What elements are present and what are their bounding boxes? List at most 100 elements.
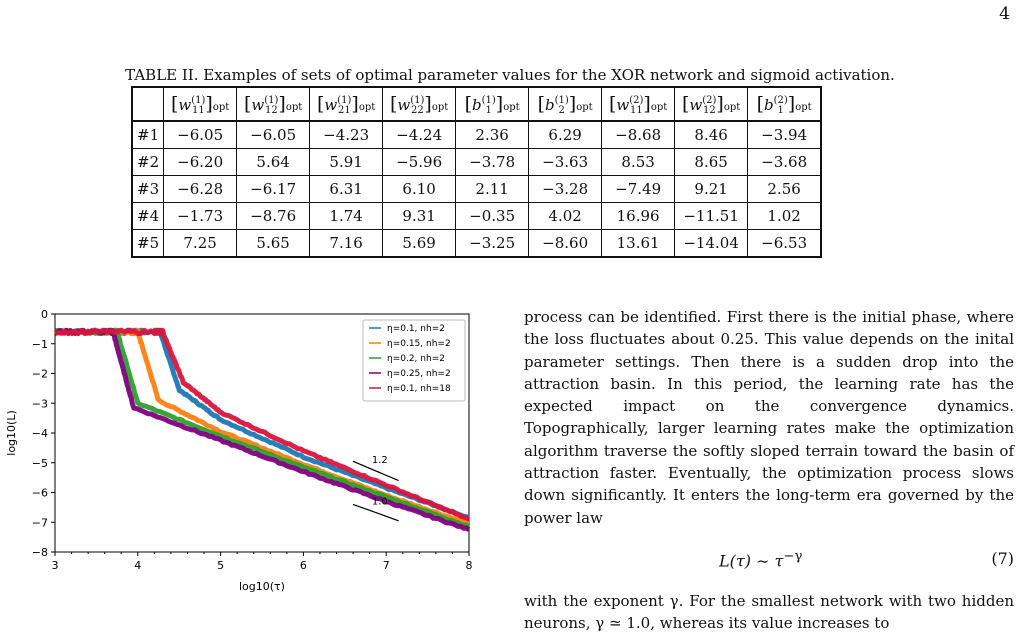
table-cell: 8.65 (674, 148, 749, 176)
row-label: #4 (131, 202, 165, 230)
table-cell: 7.16 (309, 229, 384, 258)
table-cell: 8.53 (601, 148, 676, 176)
col-header: [w (1) 11]opt (163, 86, 238, 122)
table-corner-cell (131, 86, 165, 122)
after-equation-paragraph: with the exponent γ. For the smallest ne… (524, 592, 1014, 633)
page-number: 4 (999, 4, 1010, 24)
legend-entry: η=0.1, nh=2 (387, 324, 445, 334)
table-cell: −7.49 (601, 175, 676, 203)
loss-curve-figure: 3 4 5 6 7 8 0 −1 −2 −3 −4 −5 −6 −7 −8 log10(τ) log10(L) 1… (5, 308, 473, 593)
table-cell: −6.05 (236, 120, 311, 149)
table-cell: −4.23 (309, 120, 384, 149)
table-cell: 4.02 (528, 202, 603, 230)
table-header-row: [w (1) 11]opt [w (1) 12]opt [w (1) 21]opt [w (1… (131, 86, 822, 122)
table-cell: −8.60 (528, 229, 603, 258)
parameter-table: [w (1) 11]opt [w (1) 12]opt [w (1) 21]opt [w (1… (131, 86, 823, 258)
table-cell: 2.56 (747, 175, 822, 203)
col-header: [b (1) 2]opt (528, 86, 603, 122)
legend-entry: η=0.2, nh=2 (387, 354, 445, 364)
table-cell: −3.94 (747, 120, 822, 149)
series-line-4 (54, 327, 471, 522)
table-cell: −6.20 (163, 148, 238, 176)
y-tick-label: −1 (32, 338, 48, 351)
x-tick-label: 5 (217, 559, 224, 572)
col-header: [w (1) 22]opt (382, 86, 457, 122)
table-row: #2 −6.20 5.64 5.91 −5.96 −3.78 −3.63 8.53 8.65 −3… (131, 148, 822, 176)
equation-number: (7) (991, 549, 1014, 568)
table-cell: −3.28 (528, 175, 603, 203)
table-row: #3 −6.28 −6.17 6.31 6.10 2.11 −3.28 −7.49 9.21 2.… (131, 175, 822, 203)
table-cell: 8.46 (674, 120, 749, 149)
table-cell: 5.64 (236, 148, 311, 176)
col-header: [b (1) 1]opt (455, 86, 530, 122)
plot-area: 3 4 5 6 7 8 0 −1 −2 −3 −4 −5 −6 −7 −8 log10(τ) log10(L) 1… (5, 308, 473, 593)
col-header: [w (2) 12]opt (674, 86, 749, 122)
table-row: #1 −6.05 −6.05 −4.23 −4.24 2.36 6.29 −8.68 8.46−… (131, 120, 822, 149)
legend-entry: η=0.25, nh=2 (387, 369, 451, 379)
table-cell: −6.53 (747, 229, 822, 258)
y-tick-label: −2 (32, 368, 48, 381)
table-cell: −6.28 (163, 175, 238, 203)
table-cell: −3.25 (455, 229, 530, 258)
row-label: #1 (131, 120, 165, 149)
table-row: #4 −1.73 −8.76 1.74 9.31 −0.35 4.02 16.96 −11.51… (131, 202, 822, 230)
table-cell: 16.96 (601, 202, 676, 230)
table-cell: 1.02 (747, 202, 822, 230)
y-tick-label: −7 (32, 516, 48, 529)
legend-entry: η=0.15, nh=2 (387, 339, 451, 349)
slope-reference-line (352, 503, 399, 522)
table-cell: −4.24 (382, 120, 457, 149)
table-cell: 13.61 (601, 229, 676, 258)
table-cell: 6.31 (309, 175, 384, 203)
x-tick-label: 3 (52, 559, 59, 572)
y-tick-label: −4 (32, 427, 48, 440)
col-header: [w (1) 12]opt (236, 86, 311, 122)
slope-reference-line (352, 460, 399, 482)
table-cell: −5.96 (382, 148, 457, 176)
col-header: [w (1) 21]opt (309, 86, 384, 122)
body-paragraph: process can be identified. First there i… (524, 308, 1014, 527)
legend-box (362, 319, 466, 402)
table-cell: −8.68 (601, 120, 676, 149)
table-cell: −6.05 (163, 120, 238, 149)
after-equation-text: with the exponent γ. For the smallest ne… (524, 590, 1014, 635)
y-tick-label: −3 (32, 397, 48, 410)
table-cell: 5.91 (309, 148, 384, 176)
x-axis-label: log10(τ) (239, 580, 285, 593)
slope-reference-label: 1.2 (372, 455, 388, 466)
table-cell: 2.36 (455, 120, 530, 149)
table-cell: −8.76 (236, 202, 311, 230)
table-cell: −0.35 (455, 202, 530, 230)
table-cell: 9.21 (674, 175, 749, 203)
y-tick-label: −5 (32, 457, 48, 470)
x-tick-label: 7 (383, 559, 390, 572)
row-label: #2 (131, 148, 165, 176)
table-row: #5 7.25 5.65 7.16 5.69 −3.25 −8.60 13.61 −14.04−… (131, 229, 822, 258)
table-cell: −11.51 (674, 202, 749, 230)
table-cell: 6.29 (528, 120, 603, 149)
table-cell: −3.63 (528, 148, 603, 176)
equation-7: L(τ) ∼ τ−γ (7) (524, 549, 1014, 577)
table-cell: −3.68 (747, 148, 822, 176)
table-cell: 2.11 (455, 175, 530, 203)
table-cell: −3.78 (455, 148, 530, 176)
y-axis-label: log10(L) (5, 410, 18, 455)
col-header: [b (2) 1]opt (747, 86, 822, 122)
col-header: [w (2) 11]opt (601, 86, 676, 122)
slope-reference-label: 1.0 (372, 497, 388, 508)
x-tick-label: 8 (466, 559, 473, 572)
y-tick-label: −8 (32, 546, 48, 559)
table-cell: 7.25 (163, 229, 238, 258)
equation-exponent: −γ (783, 549, 803, 564)
table-cell: 9.31 (382, 202, 457, 230)
x-tick-label: 6 (300, 559, 307, 572)
table-cell: 6.10 (382, 175, 457, 203)
table-cell: −1.73 (163, 202, 238, 230)
row-label: #3 (131, 175, 165, 203)
x-tick-label: 4 (134, 559, 141, 572)
legend-entry: η=0.1, nh=18 (387, 384, 451, 394)
equation-lhs: L(τ) ∼ τ (719, 551, 784, 571)
table-cell: −14.04 (674, 229, 749, 258)
table-cell: 5.65 (236, 229, 311, 258)
table-caption: TABLE II. Examples of sets of optimal pa… (125, 66, 895, 84)
